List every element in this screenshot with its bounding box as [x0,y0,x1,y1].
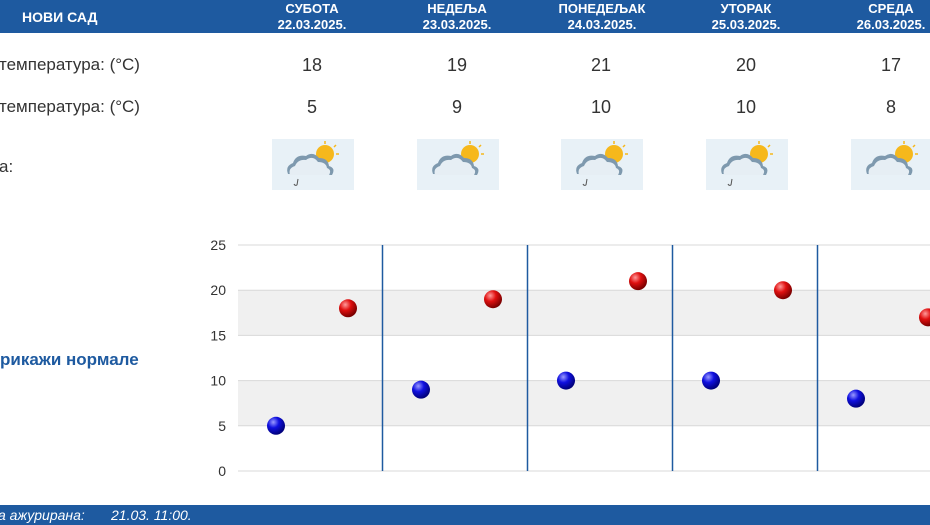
partly-cloudy-icon [851,139,930,190]
max-temperature-label: температура: (°C) [0,55,140,74]
y-tick-label: 15 [210,327,226,343]
last-updated-label: а ажурирана: [0,507,85,523]
max-temp-value: 21 [590,55,612,75]
y-tick-label: 5 [218,418,226,434]
max-temp-value: 17 [880,55,902,75]
temperature-chart: 0 5 10 15 20 25 [210,237,930,479]
partly-cloudy-light-rain-icon [272,139,354,190]
min-temp-value: 8 [885,97,896,117]
min-temp-marker [702,371,720,390]
forecast-header: НОВИ САД СУБОТА 22.03.2025. НЕДЕЉА 23.03… [0,0,930,33]
last-updated-value: 21.03. 11:00. [111,507,192,523]
max-temp-marker [919,308,930,327]
chart-band [238,380,930,426]
partly-cloudy-light-rain-icon [706,139,788,190]
y-tick-label: 20 [210,282,226,298]
partly-cloudy-icon [417,139,499,190]
y-tick-label: 25 [210,237,226,253]
day-name: УТОРАК [720,1,772,16]
max-temp-marker [774,281,792,300]
day-date: 22.03.2025. [277,17,347,32]
day-name: ПОНЕДЕЉАК [558,1,646,16]
show-normals-link[interactable]: рикажи нормале [0,350,139,369]
max-temp-marker [629,272,647,291]
day-date: 23.03.2025. [422,17,492,32]
weather-label: а: [0,157,14,176]
day-date: 24.03.2025. [567,17,637,32]
day-name: СРЕДА [868,1,914,16]
day-name: НЕДЕЉА [427,1,487,16]
min-temp-value: 10 [735,97,757,117]
min-temp-marker [847,389,865,408]
max-temp-marker [484,290,502,309]
min-temp-marker [267,416,285,435]
y-tick-label: 0 [218,463,226,479]
day-header-2: НЕДЕЉА 23.03.2025. [387,1,527,33]
partly-cloudy-light-rain-icon [561,139,643,190]
city-name: НОВИ САД [22,9,98,25]
y-tick-label: 10 [210,373,226,389]
max-temp-value: 19 [446,55,468,75]
max-temp-marker [339,299,357,318]
min-temp-marker [557,371,575,390]
day-header-1: СУБОТА 22.03.2025. [242,1,382,33]
day-header-3: ПОНЕДЕЉАК 24.03.2025. [532,1,672,33]
min-temp-value: 5 [306,97,317,117]
footer-bar: а ажурирана: 21.03. 11:00. [0,505,930,525]
min-temp-value: 10 [590,97,612,117]
day-name: СУБОТА [285,1,339,16]
max-temp-value: 18 [301,55,323,75]
day-header-5: СРЕДА 26.03.2025. [821,1,930,33]
day-date: 25.03.2025. [711,17,781,32]
min-temp-value: 9 [451,97,462,117]
min-temp-marker [412,380,430,399]
day-header-4: УТОРАК 25.03.2025. [676,1,816,33]
min-temperature-label: температура: (°C) [0,97,140,116]
max-temp-value: 20 [735,55,757,75]
day-date: 26.03.2025. [856,17,926,32]
